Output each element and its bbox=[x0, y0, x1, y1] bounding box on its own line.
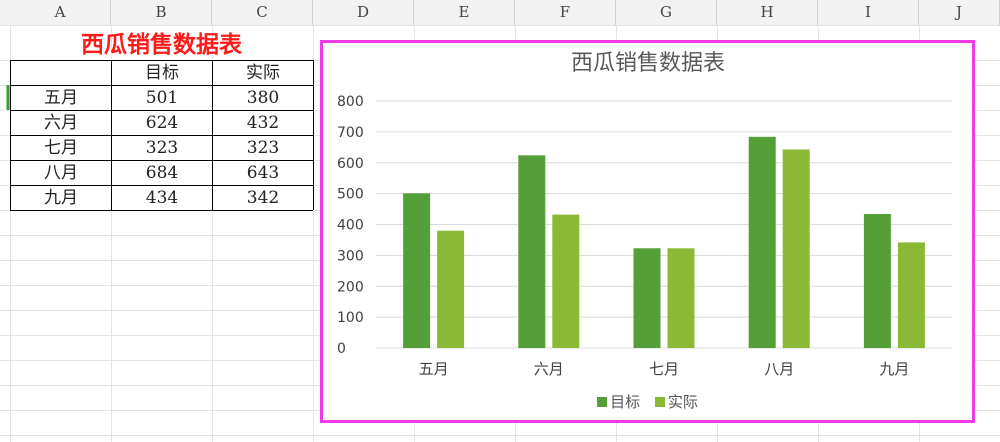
row-actual[interactable]: 432 bbox=[246, 113, 280, 133]
column-header-e[interactable]: E bbox=[414, 0, 515, 25]
y-tick-label: 200 bbox=[337, 279, 364, 295]
y-tick-label: 800 bbox=[337, 94, 364, 110]
x-tick-label: 八月 bbox=[764, 360, 794, 378]
y-tick-label: 700 bbox=[337, 125, 364, 141]
legend-item-actual: 实际 bbox=[654, 391, 698, 412]
y-tick-label: 500 bbox=[337, 187, 364, 203]
y-tick-label: 100 bbox=[337, 310, 364, 326]
row-actual[interactable]: 380 bbox=[246, 88, 280, 108]
legend-label-target: 目标 bbox=[610, 393, 641, 411]
row-target[interactable]: 323 bbox=[145, 138, 179, 158]
bar-actual bbox=[437, 230, 465, 348]
column-header-f[interactable]: F bbox=[515, 0, 616, 25]
table-title[interactable]: 西瓜销售数据表 bbox=[81, 31, 242, 58]
column-header-a[interactable]: A bbox=[10, 0, 111, 25]
legend-item-target: 目标 bbox=[597, 391, 640, 412]
x-tick-label: 五月 bbox=[419, 360, 449, 378]
row-target[interactable]: 434 bbox=[145, 188, 179, 208]
row-month[interactable]: 九月 bbox=[44, 188, 78, 208]
row-month[interactable]: 八月 bbox=[44, 163, 78, 183]
y-tick-label: 300 bbox=[337, 248, 364, 264]
x-tick-label: 九月 bbox=[879, 360, 909, 378]
row-actual[interactable]: 323 bbox=[246, 138, 280, 158]
header-target[interactable]: 目标 bbox=[145, 63, 179, 83]
column-header-g[interactable]: G bbox=[616, 0, 717, 25]
x-tick-label: 六月 bbox=[534, 360, 564, 378]
bar-target bbox=[403, 193, 431, 348]
column-header-b[interactable]: B bbox=[111, 0, 212, 25]
row-month[interactable]: 七月 bbox=[44, 138, 78, 158]
bar-actual bbox=[782, 149, 810, 348]
legend-swatch-target bbox=[597, 396, 608, 407]
row-target[interactable]: 501 bbox=[145, 88, 179, 108]
bar-actual bbox=[552, 214, 580, 348]
bar-chart: 西瓜销售数据表 0 100 200 300 400 500 600 700 800 五月 六月 七月 八月… bbox=[337, 51, 952, 378]
column-header-d[interactable]: D bbox=[313, 0, 414, 25]
x-tick-label: 七月 bbox=[649, 360, 679, 378]
row-actual[interactable]: 342 bbox=[246, 188, 280, 208]
bar-target bbox=[863, 214, 891, 348]
column-header-row: A B C D E F G H I J bbox=[0, 0, 1000, 26]
row-month[interactable]: 五月 bbox=[44, 88, 78, 108]
column-header-c[interactable]: C bbox=[212, 0, 313, 25]
legend-swatch-actual bbox=[654, 396, 665, 407]
bar-actual bbox=[667, 248, 695, 348]
legend-label-actual: 实际 bbox=[667, 393, 698, 411]
row-actual[interactable]: 643 bbox=[246, 163, 280, 183]
chart-title: 西瓜销售数据表 bbox=[571, 51, 725, 76]
row-target[interactable]: 684 bbox=[145, 163, 179, 183]
column-header-h[interactable]: H bbox=[717, 0, 818, 25]
bar-target bbox=[518, 155, 546, 348]
header-actual[interactable]: 实际 bbox=[246, 63, 280, 83]
bar-actual bbox=[897, 242, 925, 348]
bar-target bbox=[748, 136, 776, 348]
y-tick-label: 0 bbox=[337, 341, 346, 357]
chart-area[interactable]: 西瓜销售数据表 0 100 200 300 400 500 600 700 800 五月 六月 七月 八月… bbox=[320, 40, 975, 423]
bar-target bbox=[633, 248, 661, 348]
column-header-i[interactable]: I bbox=[818, 0, 919, 25]
y-tick-label: 400 bbox=[337, 218, 364, 234]
y-tick-label: 600 bbox=[337, 156, 364, 172]
chart-legend: 目标 实际 bbox=[323, 391, 972, 412]
row-month[interactable]: 六月 bbox=[44, 113, 78, 133]
row-target[interactable]: 624 bbox=[145, 113, 179, 133]
